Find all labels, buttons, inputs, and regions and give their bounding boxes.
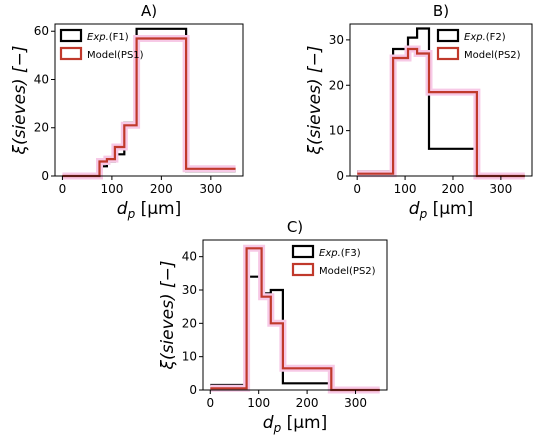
y-tick-label: 0 [336,169,344,183]
x-tick-label: 100 [100,182,123,196]
x-axis-label: dp [μm] [409,199,473,221]
y-axis-label: ξ(sieves) [−] [158,260,178,370]
y-tick-label: 20 [182,316,197,330]
panel-title: B) [433,2,449,20]
x-tick-label: 100 [394,182,417,196]
x-tick-label: 300 [199,182,222,196]
x-tick-label: 0 [59,182,67,196]
x-tick-label: 200 [150,182,173,196]
y-tick-label: 10 [329,124,344,138]
y-tick-label: 40 [34,72,49,86]
y-tick-label: 30 [182,283,197,297]
y-tick-label: 0 [41,169,49,183]
y-tick-label: 0 [189,383,197,397]
series-line-0 [210,275,380,392]
legend-swatch [59,28,83,43]
legend-label: Model(PS2) [464,50,521,61]
x-axis-label: dp [μm] [263,413,327,435]
legend-label: Exp.(F2) [464,32,506,43]
panel-c: 0 100 200 300 0 10 20 30 40 C) dp [μm] ξ(sieves) [−… [158,218,388,435]
y-tick-label: 10 [182,350,197,364]
plot-frame [202,239,388,391]
x-tick-label: 200 [296,396,319,410]
legend-label: Model(PS1) [87,50,144,61]
plot-frame [54,23,244,177]
x-tick-label: 0 [353,182,361,196]
plot-frame [349,23,533,177]
legend-swatch [291,262,315,277]
y-tick-label: 20 [329,78,344,92]
y-tick-label: 30 [329,33,344,47]
panel-b: 0 100 200 300 0 10 20 30 B) dp [μm] ξ(sieves) [−] E… [305,2,533,221]
legend-label: Model(PS2) [319,266,376,277]
x-axis-label: dp [μm] [117,199,181,221]
legend-swatch [291,244,315,259]
legend-label: Exp.(F3) [319,248,361,259]
y-axis-label: ξ(sieves) [−] [10,45,30,155]
panel-a: 0 100 200 300 0 20 40 60 A) dp [μm] ξ(sieves) [−] E… [10,2,244,221]
y-axis-label: ξ(sieves) [−] [305,45,325,155]
legend-swatch [59,46,83,61]
y-tick-label: 60 [34,24,49,38]
x-tick-label: 100 [247,396,270,410]
x-tick-label: 200 [442,182,465,196]
y-tick-label: 40 [182,250,197,264]
x-tick-label: 0 [206,396,214,410]
series-line-1 [210,247,380,392]
series-line-1 [62,37,236,178]
series-line-1 [357,47,525,178]
y-tick-label: 20 [34,121,49,135]
legend-label: Exp.(F1) [87,32,129,43]
panel-title: C) [287,218,303,236]
x-tick-label: 300 [489,182,512,196]
series-glow [357,45,525,180]
legend-swatch [436,28,460,43]
panel-title: A) [141,2,157,20]
x-tick-label: 300 [344,396,367,410]
legend-swatch [436,46,460,61]
